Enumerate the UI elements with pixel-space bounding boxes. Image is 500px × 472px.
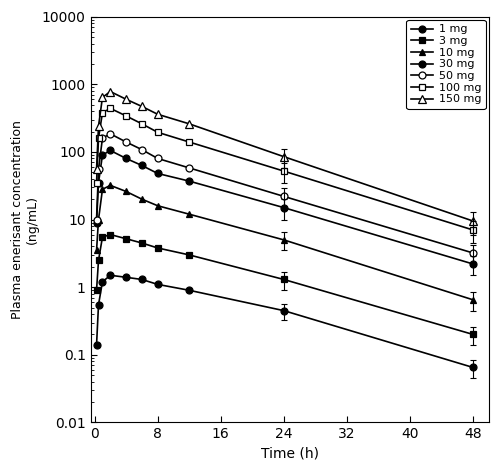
150 mg <box>94 167 100 172</box>
1 mg <box>139 277 145 282</box>
150 mg <box>281 154 287 160</box>
Line: 150 mg: 150 mg <box>92 87 478 225</box>
3 mg <box>470 332 476 337</box>
3 mg <box>96 257 102 263</box>
3 mg <box>108 232 114 237</box>
100 mg <box>123 113 129 119</box>
150 mg <box>139 103 145 109</box>
1 mg <box>100 279 105 285</box>
50 mg <box>281 194 287 199</box>
10 mg <box>470 297 476 303</box>
50 mg <box>139 147 145 152</box>
3 mg <box>123 236 129 242</box>
Line: 3 mg: 3 mg <box>93 231 476 338</box>
X-axis label: Time (h): Time (h) <box>261 447 319 461</box>
50 mg <box>108 131 114 137</box>
150 mg <box>108 89 114 94</box>
Line: 50 mg: 50 mg <box>93 130 476 256</box>
10 mg <box>100 186 105 192</box>
30 mg <box>154 171 160 177</box>
100 mg <box>470 227 476 233</box>
Legend: 1 mg, 3 mg, 10 mg, 30 mg, 50 mg, 100 mg, 150 mg: 1 mg, 3 mg, 10 mg, 30 mg, 50 mg, 100 mg,… <box>406 20 486 109</box>
1 mg <box>96 302 102 308</box>
150 mg <box>100 94 105 100</box>
10 mg <box>108 183 114 188</box>
50 mg <box>96 167 102 172</box>
30 mg <box>108 148 114 153</box>
150 mg <box>470 218 476 224</box>
Line: 10 mg: 10 mg <box>93 182 476 303</box>
3 mg <box>139 240 145 246</box>
100 mg <box>154 129 160 135</box>
10 mg <box>154 203 160 209</box>
3 mg <box>100 234 105 240</box>
Line: 1 mg: 1 mg <box>93 272 476 371</box>
1 mg <box>186 287 192 293</box>
100 mg <box>100 110 105 116</box>
150 mg <box>96 123 102 129</box>
50 mg <box>100 135 105 141</box>
3 mg <box>281 277 287 282</box>
150 mg <box>154 111 160 117</box>
50 mg <box>470 250 476 256</box>
30 mg <box>123 156 129 161</box>
50 mg <box>154 156 160 161</box>
10 mg <box>96 217 102 222</box>
10 mg <box>123 189 129 194</box>
30 mg <box>94 220 100 226</box>
Line: 100 mg: 100 mg <box>93 105 476 234</box>
50 mg <box>123 139 129 145</box>
30 mg <box>139 163 145 169</box>
150 mg <box>186 121 192 126</box>
150 mg <box>123 96 129 102</box>
30 mg <box>96 180 102 185</box>
10 mg <box>94 247 100 253</box>
1 mg <box>470 365 476 371</box>
1 mg <box>281 308 287 313</box>
10 mg <box>186 211 192 217</box>
100 mg <box>96 135 102 141</box>
100 mg <box>186 139 192 145</box>
100 mg <box>139 121 145 126</box>
3 mg <box>186 252 192 258</box>
30 mg <box>470 261 476 267</box>
30 mg <box>281 205 287 211</box>
50 mg <box>94 217 100 222</box>
10 mg <box>281 237 287 243</box>
100 mg <box>94 180 100 185</box>
1 mg <box>123 275 129 280</box>
3 mg <box>94 287 100 293</box>
10 mg <box>139 196 145 202</box>
1 mg <box>94 342 100 348</box>
100 mg <box>281 169 287 174</box>
3 mg <box>154 245 160 251</box>
Line: 30 mg: 30 mg <box>93 147 476 268</box>
50 mg <box>186 165 192 171</box>
100 mg <box>108 106 114 111</box>
Y-axis label: Plasma enerisant concentration
(ng/mL): Plasma enerisant concentration (ng/mL) <box>11 120 39 319</box>
1 mg <box>108 272 114 278</box>
1 mg <box>154 282 160 287</box>
30 mg <box>186 178 192 184</box>
30 mg <box>100 152 105 158</box>
